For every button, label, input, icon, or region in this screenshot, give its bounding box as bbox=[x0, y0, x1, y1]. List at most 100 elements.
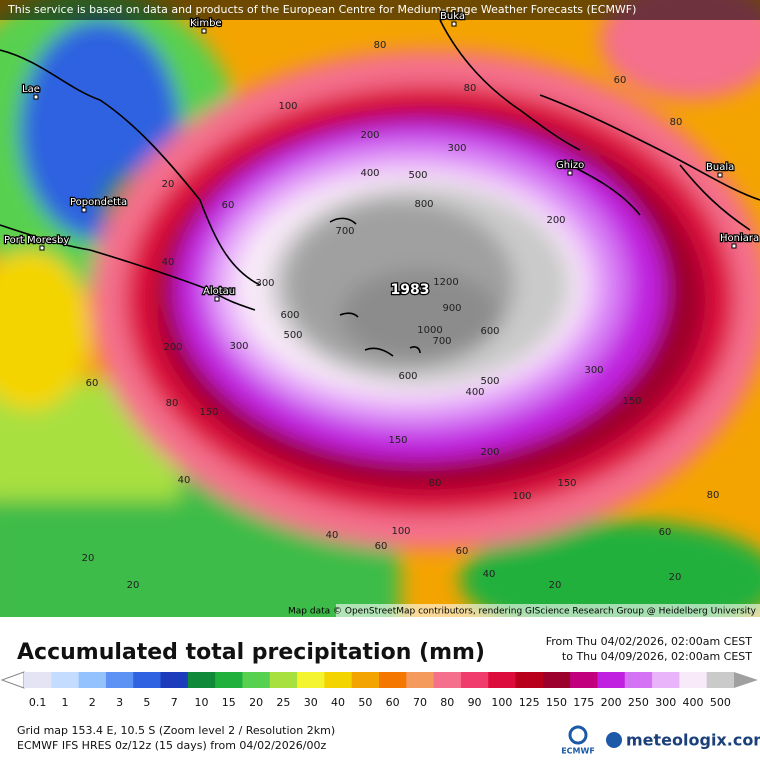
scale-label: 30 bbox=[304, 696, 318, 709]
place-marker bbox=[451, 21, 457, 27]
contour-label: 80 bbox=[166, 398, 179, 409]
scale-swatch bbox=[269, 672, 298, 688]
scale-label: 100 bbox=[491, 696, 512, 709]
scale-swatch bbox=[297, 672, 325, 688]
scale-swatch bbox=[78, 672, 107, 688]
contour-label: 40 bbox=[326, 530, 339, 541]
brand: meteologix.com bbox=[626, 731, 760, 750]
scale-label: 300 bbox=[655, 696, 676, 709]
contour-label: 700 bbox=[432, 336, 451, 347]
scale-label: 80 bbox=[440, 696, 454, 709]
scale-label: 40 bbox=[331, 696, 345, 709]
scale-label: 125 bbox=[519, 696, 540, 709]
place-label: Port Moresby bbox=[4, 235, 69, 246]
contour-label: 60 bbox=[86, 378, 99, 389]
brand-logo bbox=[606, 732, 622, 748]
scale-swatch bbox=[351, 672, 380, 688]
legend-title: Accumulated total precipitation (mm) bbox=[17, 640, 485, 665]
scale-label: 175 bbox=[573, 696, 594, 709]
place-label: Kimbe bbox=[190, 18, 222, 29]
scale-swatch bbox=[324, 672, 353, 688]
place-label: Alotau bbox=[203, 286, 235, 297]
scale-swatch bbox=[488, 672, 517, 688]
scale-label: 7 bbox=[171, 696, 178, 709]
place-marker bbox=[567, 170, 573, 176]
contour-label: 300 bbox=[229, 341, 248, 352]
place-marker bbox=[717, 172, 723, 178]
scale-swatch bbox=[542, 672, 571, 688]
scale-label: 60 bbox=[386, 696, 400, 709]
contour-label: 600 bbox=[280, 310, 299, 321]
contour-label: 600 bbox=[480, 326, 499, 337]
scale-swatch bbox=[706, 672, 735, 688]
contour-label: 1200 bbox=[433, 277, 458, 288]
contour-label: 60 bbox=[659, 527, 672, 538]
scale-label: 10 bbox=[195, 696, 209, 709]
place-label: Lae bbox=[22, 84, 40, 95]
scale-label: 150 bbox=[546, 696, 567, 709]
scale-swatch bbox=[51, 672, 80, 688]
place-label: Ghizo bbox=[556, 160, 584, 171]
contour-label: 800 bbox=[414, 199, 433, 210]
scale-label: 500 bbox=[710, 696, 731, 709]
scale-label: 50 bbox=[358, 696, 372, 709]
scale-swatch bbox=[597, 672, 626, 688]
contour-label: 60 bbox=[222, 200, 235, 211]
contour-label: 40 bbox=[483, 569, 496, 580]
place-label: Honiara bbox=[720, 233, 759, 244]
coastlines bbox=[0, 19, 760, 357]
color-scale: 0.1 1 2 3 5 7 10 15 20 25 30 40 50 60 70 80 90 100 125 150 1… bbox=[0, 671, 758, 709]
scale-swatch bbox=[24, 672, 52, 688]
scale-swatch bbox=[187, 672, 216, 688]
contour-label: 300 bbox=[255, 278, 274, 289]
scale-swatch bbox=[406, 672, 435, 688]
scale-label: 400 bbox=[683, 696, 704, 709]
scale-swatch bbox=[215, 672, 243, 688]
place-label: Popondetta bbox=[70, 197, 127, 208]
contour-label: 20 bbox=[82, 553, 95, 564]
scale-label: 200 bbox=[601, 696, 622, 709]
scale-label: 90 bbox=[468, 696, 482, 709]
notice: This service is based on data and produc… bbox=[7, 3, 636, 16]
contour-label: 150 bbox=[388, 435, 407, 446]
contour-label: 100 bbox=[391, 526, 410, 537]
scale-swatch bbox=[242, 672, 271, 688]
contour-label: 1000 bbox=[417, 325, 442, 336]
contour-label: 20 bbox=[549, 580, 562, 591]
contour-label: 400 bbox=[360, 168, 379, 179]
scale-swatch bbox=[624, 672, 653, 688]
scale-label: 250 bbox=[628, 696, 649, 709]
scale-swatch bbox=[570, 672, 598, 688]
scale-label: 20 bbox=[249, 696, 263, 709]
grid-info: Grid map 153.4 E, 10.5 S (Zoom level 2 /… bbox=[17, 724, 335, 737]
model-info: ECMWF IFS HRES 0z/12z (15 days) from 04/… bbox=[17, 739, 327, 752]
scale-label: 5 bbox=[143, 696, 150, 709]
contour-label: 100 bbox=[278, 101, 297, 112]
contour-label: 150 bbox=[622, 396, 641, 407]
contour-label: 20 bbox=[127, 580, 140, 591]
contour-label: 40 bbox=[162, 257, 175, 268]
place-marker bbox=[731, 243, 737, 249]
scale-label: 25 bbox=[276, 696, 290, 709]
map: This service is based on data and produc… bbox=[0, 0, 760, 617]
scale-label: 15 bbox=[222, 696, 236, 709]
contour-label: 150 bbox=[199, 407, 218, 418]
contour-label: 200 bbox=[163, 342, 182, 353]
contour-label: 80 bbox=[464, 83, 477, 94]
contour-label: 900 bbox=[442, 303, 461, 314]
place-marker bbox=[201, 28, 207, 34]
contour-label: 60 bbox=[456, 546, 469, 557]
scale-swatch bbox=[515, 672, 544, 688]
contour-label: 150 bbox=[557, 478, 576, 489]
contour-label: 200 bbox=[360, 130, 379, 141]
contour-label: 700 bbox=[335, 226, 354, 237]
contour-label: 300 bbox=[584, 365, 603, 376]
scale-label: 70 bbox=[413, 696, 427, 709]
scale-label: 2 bbox=[89, 696, 96, 709]
period-from: From Thu 04/02/2026, 02:00am CEST bbox=[546, 635, 753, 648]
contour-label: 100 bbox=[512, 491, 531, 502]
contour-label: 80 bbox=[670, 117, 683, 128]
contour-label: 60 bbox=[375, 541, 388, 552]
scale-swatch bbox=[433, 672, 462, 688]
